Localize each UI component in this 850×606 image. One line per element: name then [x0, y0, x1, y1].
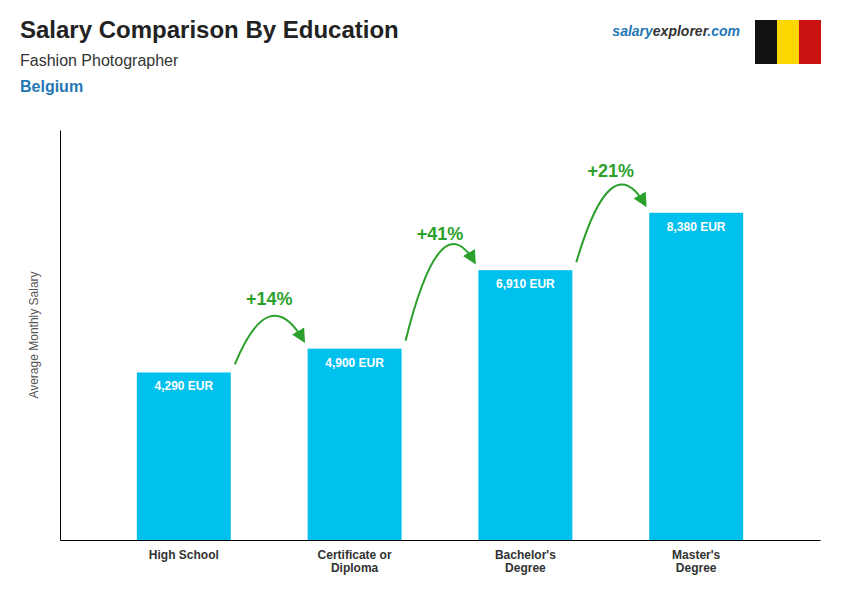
annotation: +14%	[246, 289, 293, 309]
x-tick: Bachelor'sDegree	[495, 548, 556, 576]
brand-part: explorer	[653, 23, 710, 39]
bar	[308, 349, 402, 540]
x-tick: High School	[149, 548, 219, 562]
title: Salary Comparison By Education	[20, 16, 399, 43]
country: Belgium	[20, 78, 83, 95]
arrow	[576, 184, 645, 262]
x-tick: Master'sDegree	[672, 548, 721, 576]
data-label: 8,380 EUR	[667, 220, 726, 234]
flag	[755, 20, 821, 64]
x-tick-label: Master'sDegree	[672, 548, 721, 576]
header: Salary Comparison By Education Fashion Ph…	[20, 16, 821, 95]
arrow	[406, 244, 475, 341]
brand-part: salary	[612, 23, 654, 39]
annotation: +21%	[588, 161, 635, 181]
y-axis-title: Average Monthly Salary	[27, 271, 41, 398]
bar	[649, 213, 743, 540]
plot: High School Certificate orDiploma Bachelor…	[61, 131, 821, 576]
chart: Salary Comparison By Education Fashion Ph…	[0, 0, 850, 606]
y-axis	[60, 131, 61, 541]
data-label: 4,900 EUR	[325, 356, 384, 370]
bar	[137, 372, 231, 540]
subtitle: Fashion Photographer	[20, 52, 179, 69]
flag-stripe	[755, 20, 777, 64]
bar	[478, 270, 572, 540]
x-axis: High School Certificate orDiploma Bachelor…	[61, 541, 821, 576]
x-tick-label: High School	[149, 548, 219, 562]
data-label: 6,910 EUR	[496, 277, 555, 291]
x-axis-line	[61, 540, 821, 541]
arrow	[235, 316, 304, 365]
flag-stripe	[777, 20, 799, 64]
annotation: +41%	[417, 224, 464, 244]
brand-part: .com	[707, 23, 740, 39]
y-axis-line	[60, 131, 61, 541]
x-tick-label: Bachelor'sDegree	[495, 548, 556, 576]
data-labels: 4,290 EUR 4,900 EUR 6,910 EUR 8,380 EUR	[154, 220, 725, 394]
flag-stripe	[799, 20, 821, 64]
data-label: 4,290 EUR	[154, 379, 213, 393]
x-tick: Certificate orDiploma	[318, 548, 392, 576]
x-tick-label: Certificate orDiploma	[318, 548, 392, 576]
brand: salaryexplorer.com	[612, 23, 740, 39]
bars	[137, 213, 743, 540]
annotations: +14% +41% +21%	[235, 161, 645, 364]
